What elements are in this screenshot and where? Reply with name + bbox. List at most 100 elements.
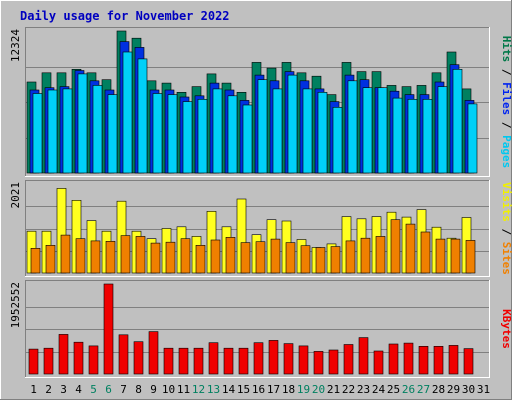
bar-pages — [257, 79, 268, 174]
bar-kbytes — [163, 347, 174, 375]
bar-kbytes — [118, 334, 129, 375]
series-pages — [32, 51, 478, 174]
bar-pages — [452, 69, 463, 174]
x-tick-label: 29 — [447, 383, 460, 396]
bar-kbytes — [343, 344, 354, 375]
x-tick-label: 13 — [207, 383, 220, 396]
bar-kbytes — [73, 341, 84, 375]
bar-pages — [407, 99, 418, 174]
bar-sites — [375, 236, 386, 274]
bar-sites — [195, 245, 206, 274]
x-tick-label: 10 — [162, 383, 175, 396]
x-tick-label: 6 — [105, 383, 112, 396]
x-tick-label: 31 — [477, 383, 490, 396]
chart-title: Daily usage for November 2022 — [20, 9, 230, 23]
bar-pages — [377, 87, 388, 174]
bar-kbytes — [178, 347, 189, 375]
bar-pages — [32, 93, 43, 174]
bar-pages — [227, 95, 238, 174]
panel-max-label: 2021 — [9, 182, 22, 209]
bar-kbytes — [223, 347, 234, 375]
bar-pages — [287, 74, 298, 174]
x-tick-label: 11 — [177, 383, 190, 396]
bar-kbytes — [388, 343, 399, 375]
bar-kbytes — [433, 345, 444, 375]
bar-kbytes — [58, 334, 69, 375]
bar-sites — [240, 242, 251, 274]
bar-pages — [77, 73, 88, 174]
panel-legend: KBytes — [500, 309, 512, 349]
bar-sites — [45, 245, 56, 274]
x-tick-label: 16 — [252, 383, 265, 396]
bar-pages — [62, 88, 73, 174]
x-tick-label: 22 — [342, 383, 355, 396]
bar-pages — [197, 99, 208, 174]
bar-pages — [47, 89, 58, 174]
bar-sites — [135, 236, 146, 274]
bar-pages — [122, 51, 133, 174]
x-tick-label: 18 — [282, 383, 295, 396]
legend-entry: Pages — [500, 135, 512, 168]
bar-pages — [467, 103, 478, 174]
x-tick-label: 19 — [297, 383, 310, 396]
bar-sites — [315, 247, 326, 274]
bar-pages — [422, 99, 433, 174]
x-tick-label: 26 — [402, 383, 415, 396]
x-tick-label: 25 — [387, 383, 400, 396]
x-tick-label: 2 — [45, 383, 52, 396]
bar-kbytes — [88, 345, 99, 375]
legend-entry: Hits — [500, 36, 512, 63]
bar-kbytes — [358, 337, 369, 375]
x-tick-label: 9 — [150, 383, 157, 396]
bar-kbytes — [328, 349, 339, 375]
bar-pages — [167, 94, 178, 174]
panel-vs: 2021 Visits / Sites — [9, 180, 512, 277]
x-tick-label: 28 — [432, 383, 445, 396]
bar-kbytes — [238, 347, 249, 375]
legend-entry: Files — [500, 82, 512, 115]
bar-kbytes — [463, 348, 474, 375]
panel-pfh: 12324 Hits / Files / Pages — [9, 27, 512, 177]
chart-panels: 12324 Hits / Files / Pages 2021 Visits / Si… — [9, 27, 512, 378]
legend-entry: / — [500, 115, 512, 135]
x-tick-label: 30 — [462, 383, 475, 396]
bar-kbytes — [253, 342, 264, 375]
bar-pages — [347, 80, 358, 174]
legend-entry: / — [500, 62, 512, 82]
x-tick-label: 27 — [417, 383, 430, 396]
bar-kbytes — [283, 343, 294, 375]
x-tick-label: 17 — [267, 383, 280, 396]
bar-sites — [465, 240, 476, 274]
bar-pages — [332, 107, 343, 174]
bar-kbytes — [193, 347, 204, 375]
bar-sites — [180, 238, 191, 274]
bar-pages — [107, 94, 118, 174]
bar-sites — [60, 234, 71, 274]
bar-kbytes — [28, 348, 39, 375]
x-tick-label: 5 — [90, 383, 97, 396]
bar-kbytes — [373, 350, 384, 375]
legend-entry: KBytes — [500, 309, 512, 349]
bar-sites — [225, 237, 236, 274]
bar-kbytes — [208, 342, 219, 375]
bar-pages — [437, 86, 448, 174]
bar-pages — [212, 88, 223, 174]
legend-entry: Visits — [500, 182, 512, 222]
bar-pages — [317, 92, 328, 174]
bar-kbytes — [418, 345, 429, 375]
bar-pages — [92, 85, 103, 174]
bar-sites — [105, 241, 116, 274]
bar-sites — [75, 238, 86, 274]
bar-kbytes — [298, 345, 309, 375]
bar-sites — [450, 238, 461, 274]
bar-pages — [182, 101, 193, 174]
bar-sites — [390, 219, 401, 274]
x-tick-label: 21 — [327, 383, 340, 396]
bar-sites — [345, 240, 356, 274]
bar-pages — [392, 97, 403, 174]
bar-kbytes — [448, 345, 459, 375]
bar-sites — [435, 238, 446, 274]
x-tick-label: 20 — [312, 383, 325, 396]
bar-kbytes — [148, 331, 159, 375]
